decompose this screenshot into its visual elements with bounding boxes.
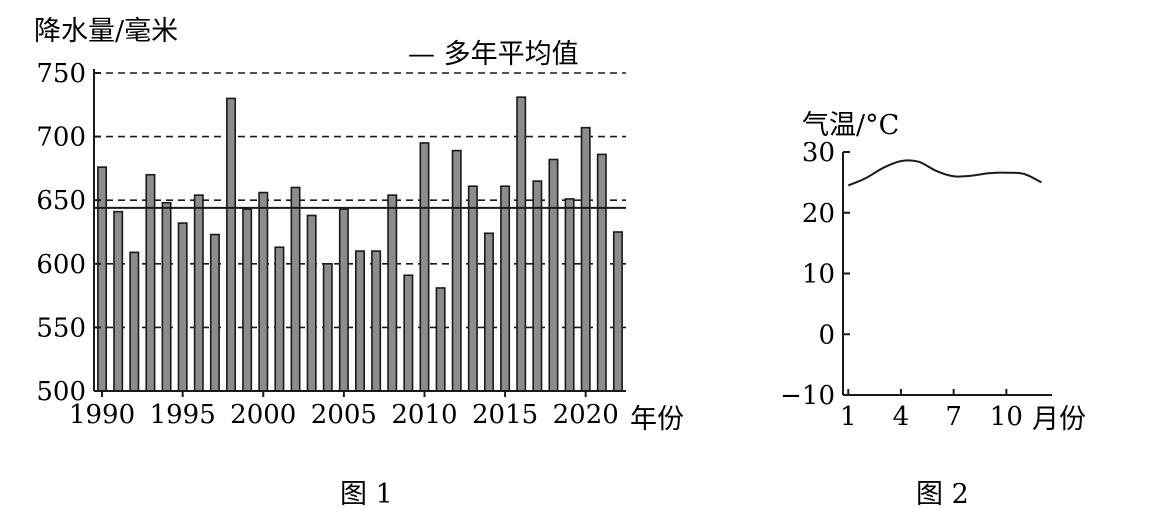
bar-2002 — [290, 186, 301, 392]
fig2-ytick-label-0: 0 — [818, 320, 835, 350]
fig2-xtick-label-4: 4 — [893, 402, 910, 432]
bar-1991 — [113, 210, 124, 392]
fig1-caption: 图 1 — [340, 479, 393, 510]
fig1-x-axis-label: 年份 — [630, 404, 684, 435]
bar-1996 — [193, 194, 204, 392]
fig2-ytick-label-20: 20 — [802, 199, 835, 229]
bar-2001 — [274, 246, 285, 392]
bar-2021 — [596, 153, 607, 392]
bar-2005 — [338, 208, 349, 392]
bar-2010 — [419, 142, 430, 392]
fig2-ytick-label-30: 30 — [802, 138, 835, 168]
fig1-xtick-label-2015: 2015 — [472, 400, 538, 430]
fig1-xtick-label-1990: 1990 — [69, 400, 135, 430]
fig1-ytick-label-700: 700 — [36, 123, 86, 153]
bar-2020 — [580, 126, 591, 392]
fig1-ytick-label-550: 550 — [36, 313, 86, 343]
bar-1997 — [209, 233, 220, 392]
bar-2019 — [564, 198, 575, 392]
fig2-y-ticks: −10 0 10 20 30 — [780, 138, 850, 411]
fig1-y-axis-label: 降水量/毫米 — [34, 16, 178, 47]
fig1-legend-average: — 多年平均值 — [408, 39, 579, 70]
bar-2022 — [612, 231, 623, 392]
bar-2000 — [258, 191, 269, 392]
fig2-xtick-label-1: 1 — [840, 402, 857, 432]
bar-2013 — [467, 185, 478, 392]
bar-1994 — [161, 201, 172, 392]
fig2-temperature-line — [847, 159, 1042, 187]
fig2-x-axis-label: 月份 — [1032, 404, 1086, 435]
bar-2015 — [500, 185, 511, 392]
fig1-ytick-label-600: 600 — [36, 250, 86, 280]
fig2-xtick-label-10: 10 — [990, 402, 1023, 432]
temperature-line-chart: 气温/°C −10 0 10 20 30 1 4 7 10 月份 图 2 — [780, 110, 1086, 510]
fig2-x-ticks: 1 4 7 10 — [840, 389, 1023, 432]
bar-1995 — [177, 222, 188, 392]
bar-2008 — [387, 194, 398, 392]
fig1-y-ticks: 500 550 600 650 700 750 — [36, 59, 101, 407]
bar-2014 — [483, 232, 494, 392]
bar-2006 — [355, 250, 365, 392]
fig1-bars — [97, 96, 623, 392]
bar-1998 — [226, 97, 237, 392]
bar-2012 — [451, 149, 462, 392]
fig2-ytick-label--10: −10 — [780, 381, 835, 411]
bar-2016 — [516, 96, 527, 392]
fig1-xtick-label-1995: 1995 — [150, 400, 216, 430]
bar-2004 — [322, 262, 333, 392]
bar-2011 — [435, 287, 446, 392]
bar-2017 — [532, 180, 543, 392]
fig1-ytick-label-750: 750 — [36, 59, 86, 89]
bar-2009 — [403, 274, 414, 392]
fig1-x-ticks: 1990 1995 2000 2005 2010 2015 2020 — [69, 391, 619, 430]
fig2-y-axis-label: 气温/°C — [802, 110, 899, 141]
bar-2007 — [371, 250, 382, 392]
bar-1999 — [242, 208, 253, 392]
fig2-ytick-label-10: 10 — [802, 260, 835, 290]
fig2-caption: 图 2 — [916, 479, 969, 510]
fig1-ytick-label-650: 650 — [36, 186, 86, 216]
fig1-xtick-label-2010: 2010 — [391, 400, 457, 430]
fig1-xtick-label-2005: 2005 — [311, 400, 377, 430]
fig1-xtick-label-2000: 2000 — [230, 400, 296, 430]
fig2-xtick-label-7: 7 — [945, 402, 962, 432]
fig1-ytick-label-500: 500 — [36, 377, 86, 407]
bar-1992 — [129, 251, 140, 392]
bar-2018 — [548, 158, 559, 392]
fig1-xtick-label-2020: 2020 — [553, 400, 619, 430]
bar-2003 — [306, 214, 317, 392]
